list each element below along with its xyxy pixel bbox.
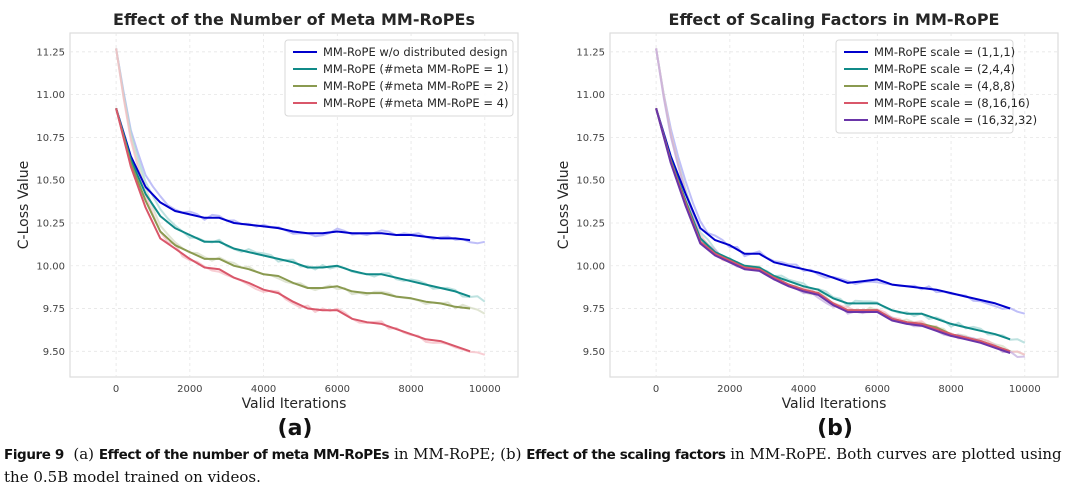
y-tick-label: 10.00 [576,261,605,272]
chart-b-legend: MM-RoPE scale = (1,1,1) MM-RoPE scale = (… [835,39,1037,134]
series-line [115,108,471,298]
caption-part-b-label: (b) [500,445,522,463]
x-tick-label: 6000 [865,384,890,395]
legend-entry: MM-RoPE (#meta MM-RoPE = 4) [323,96,508,110]
x-tick-label: 8000 [398,384,423,395]
chart-b-y-ticks: 9.50 9.75 10.00 10.25 10.50 10.75 11.00 11.25 [576,47,605,358]
legend-entry: MM-RoPE scale = (8,16,16) [874,96,1030,110]
chart-b: Effect of Scaling Factors in MM-RoPE 0 20… [556,10,1059,440]
chart-a-y-label: C-Loss Value [16,161,32,249]
legend-box [835,39,1014,134]
figure-caption: Figure 9 (a) Effect of the number of met… [4,443,1080,488]
series-line [655,108,1011,353]
legend-entry: MM-RoPE scale = (4,8,8) [874,79,1015,93]
caption-part-a-rest: in MM-RoPE; [389,445,501,463]
legend-entry: MM-RoPE scale = (1,1,1) [874,45,1015,59]
chart-a: Effect of the Number of Meta MM-RoPEs 0 2… [16,10,519,440]
y-tick-label: 11.00 [576,90,605,101]
y-tick-label: 10.25 [576,218,605,229]
raw-series-line [115,48,486,315]
chart-a-x-label: Valid Iterations [242,396,347,412]
y-tick-label: 11.00 [36,90,65,101]
chart-b-smoothed-lines [655,108,1011,354]
chart-a-x-ticks: 0 2000 4000 6000 8000 10000 [113,384,501,395]
chart-b-x-label: Valid Iterations [782,396,887,412]
series-line [655,108,1011,341]
legend-entry: MM-RoPE (#meta MM-RoPE = 2) [323,79,508,93]
y-tick-label: 9.75 [43,304,65,315]
x-tick-label: 2000 [177,384,202,395]
x-tick-label: 6000 [325,384,350,395]
y-tick-label: 11.25 [576,47,605,58]
y-tick-label: 9.50 [583,347,605,358]
caption-part-b-bold: Effect of the scaling factors [526,447,726,463]
y-tick-label: 10.50 [36,176,65,187]
chart-a-legend: MM-RoPE w/o distributed design MM-RoPE (#… [284,39,514,117]
panel-label-b: (b) [817,416,853,440]
chart-b-x-ticks: 0 2000 4000 6000 8000 10000 [653,384,1041,395]
figure: Effect of the Number of Meta MM-RoPEs 0 2… [16,10,1059,440]
series-line [115,108,471,353]
chart-b-title: Effect of Scaling Factors in MM-RoPE [669,10,1000,29]
y-tick-label: 9.50 [43,347,65,358]
legend-entry: MM-RoPE (#meta MM-RoPE = 1) [323,62,508,76]
caption-part-a-label: (a) [73,445,95,463]
x-tick-label: 10000 [469,384,501,395]
chart-b-y-label: C-Loss Value [556,161,572,249]
y-tick-label: 10.75 [576,133,605,144]
x-tick-label: 8000 [938,384,963,395]
panel-label-a: (a) [278,416,313,440]
y-tick-label: 10.50 [576,176,605,187]
x-tick-label: 10000 [1009,384,1041,395]
chart-a-title: Effect of the Number of Meta MM-RoPEs [113,10,475,29]
y-tick-label: 10.75 [36,133,65,144]
raw-series-line [115,48,486,356]
legend-box [284,39,514,117]
y-tick-label: 9.75 [583,304,605,315]
y-tick-label: 10.25 [36,218,65,229]
raw-series-line [115,48,486,303]
x-tick-label: 0 [653,384,659,395]
series-line [115,108,471,242]
chart-a-y-ticks: 9.50 9.75 10.00 10.25 10.50 10.75 11.00 11.25 [36,47,65,358]
x-tick-label: 4000 [251,384,276,395]
caption-part-b-rest: in MM-RoPE. Both curves are plotted usin… [4,445,1062,486]
legend-entry: MM-RoPE scale = (2,4,4) [874,62,1015,76]
series-line [655,108,1011,354]
x-tick-label: 4000 [791,384,816,395]
x-tick-label: 2000 [717,384,742,395]
caption-figure-label: Figure 9 [4,447,64,463]
legend-entry: MM-RoPE w/o distributed design [323,45,508,59]
series-line [655,108,1011,310]
x-tick-label: 0 [113,384,119,395]
y-tick-label: 10.00 [36,261,65,272]
caption-part-a-bold: Effect of the number of meta MM-RoPEs [98,447,390,463]
y-tick-label: 11.25 [36,47,65,58]
legend-entry: MM-RoPE scale = (16,32,32) [874,113,1037,127]
chart-a-smoothed-lines [115,108,471,353]
series-line [115,108,471,310]
